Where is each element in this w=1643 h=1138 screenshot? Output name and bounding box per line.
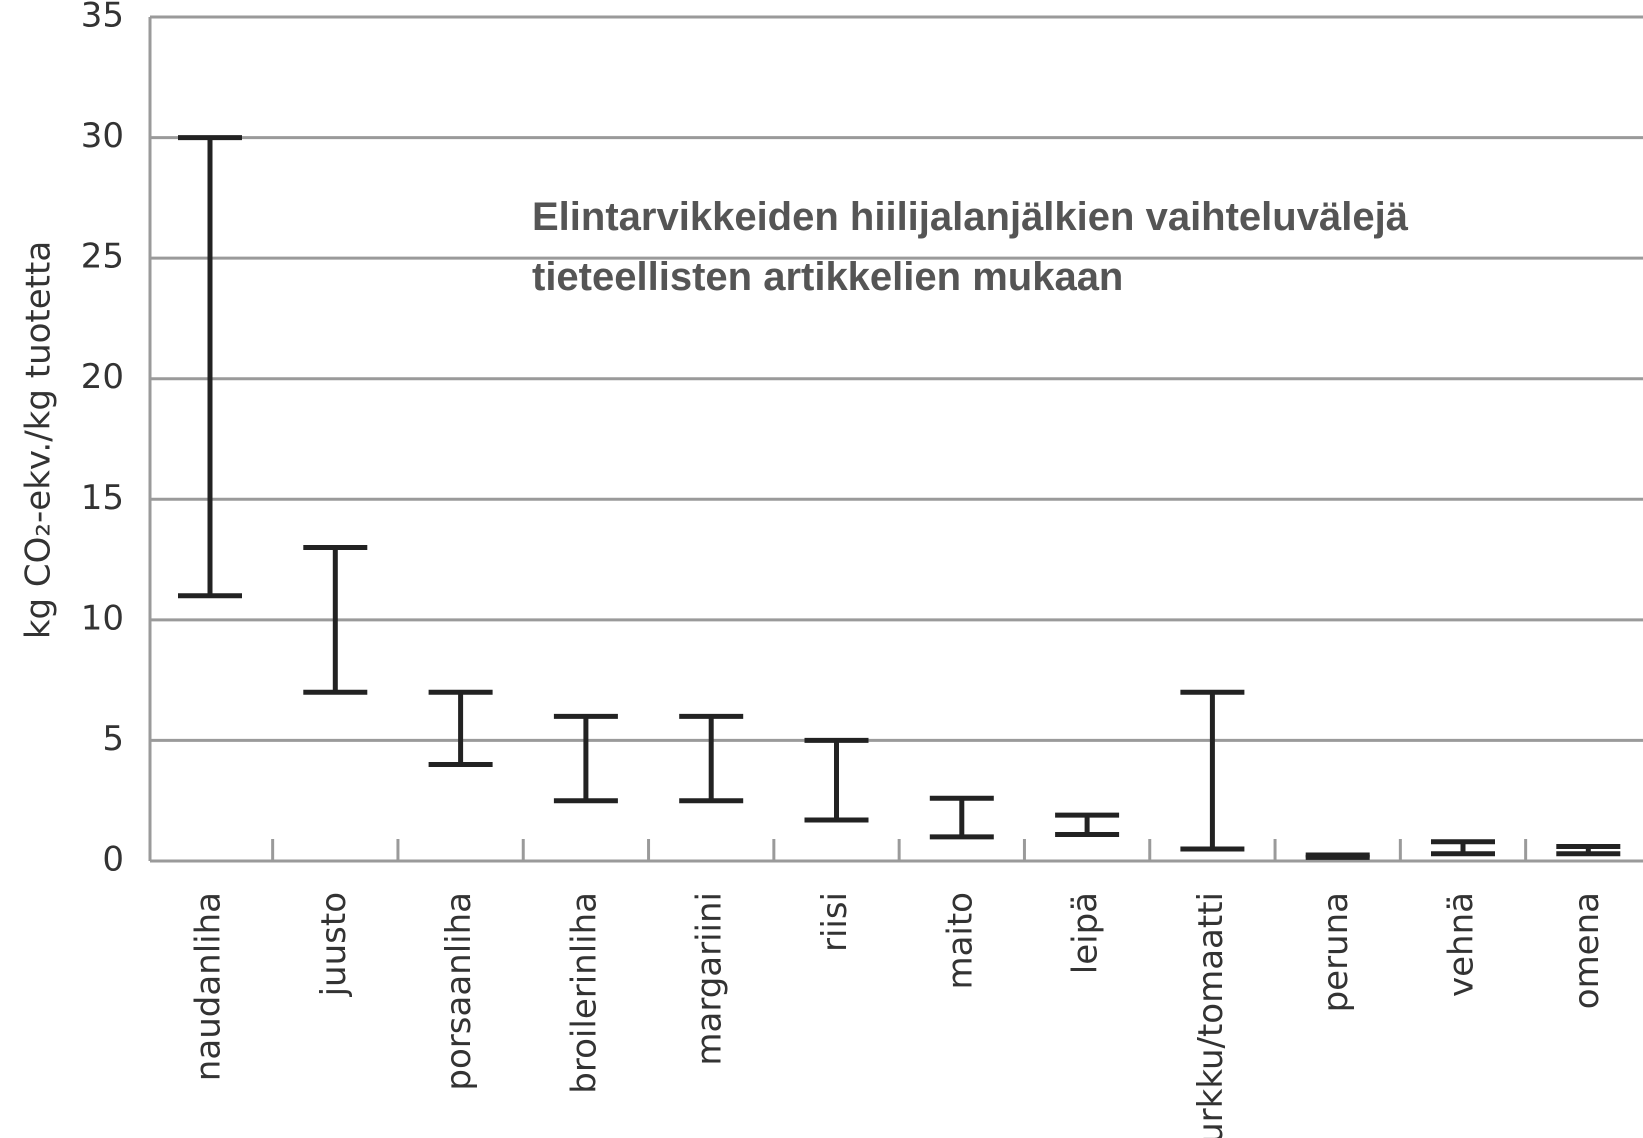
x-tick-label: riisi bbox=[815, 892, 855, 952]
chart-title: Elintarvikkeiden hiilijalanjälkien vaiht… bbox=[532, 195, 1409, 239]
x-tick-label: peruna bbox=[1316, 892, 1356, 1012]
y-tick-label: 0 bbox=[102, 840, 124, 880]
x-tick-label: broilerinliha bbox=[564, 892, 604, 1094]
x-tick-label: naudanliha bbox=[189, 892, 229, 1081]
y-tick-label: 10 bbox=[81, 598, 124, 638]
x-tick-label: leipä bbox=[1066, 892, 1106, 974]
x-tick-label: porsaanliha bbox=[439, 892, 479, 1091]
y-tick-label: 25 bbox=[81, 237, 124, 277]
chart-title: tieteellisten artikkelien mukaan bbox=[532, 255, 1123, 299]
y-axis-label: kg CO₂-ekv./kg tuotetta bbox=[19, 241, 59, 639]
y-tick-label: 35 bbox=[81, 0, 124, 36]
y-tick-label: 20 bbox=[81, 357, 124, 397]
x-tick-label: omena bbox=[1567, 892, 1607, 1009]
x-tick-label: margariini bbox=[690, 892, 730, 1066]
y-tick-label: 15 bbox=[81, 478, 124, 518]
x-tick-label: juusto bbox=[314, 892, 354, 997]
y-tick-label: 5 bbox=[102, 719, 124, 759]
x-tick-label: vehnä bbox=[1442, 892, 1482, 997]
x-tick-label: maito bbox=[940, 892, 980, 990]
x-tick-label: kurkku/tomaatti bbox=[1191, 892, 1231, 1138]
y-tick-label: 30 bbox=[81, 116, 124, 156]
